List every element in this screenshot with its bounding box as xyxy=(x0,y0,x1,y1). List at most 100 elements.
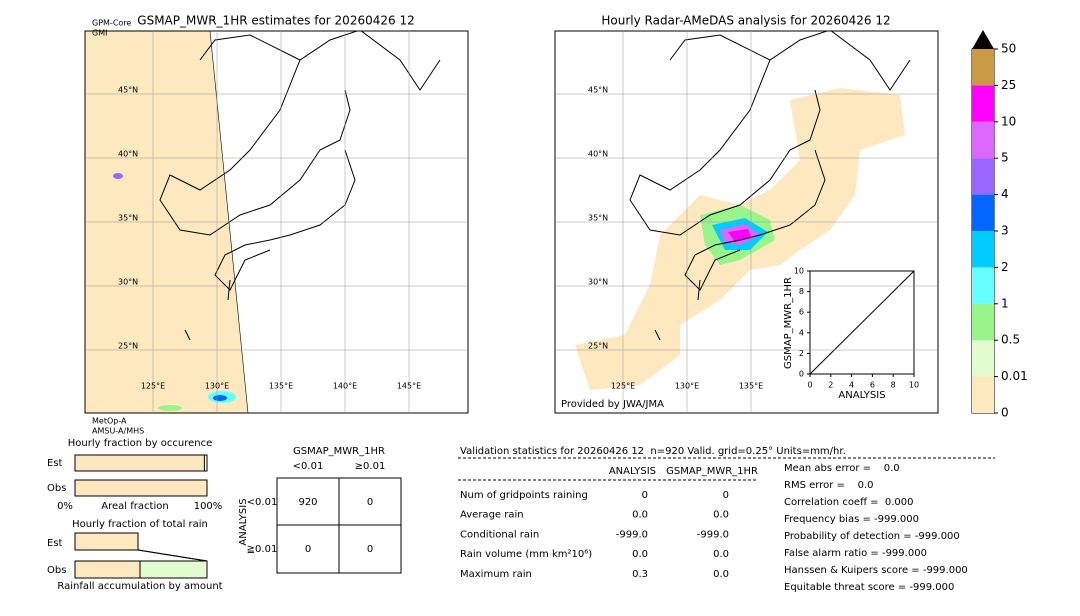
cell: 0.0 xyxy=(713,510,729,521)
colorbar-label: 3 xyxy=(1001,224,1009,238)
lon-label: 135°E xyxy=(269,382,293,391)
cell: 0 xyxy=(723,490,729,501)
y-tick-label: 8 xyxy=(799,287,804,296)
credit: Provided by JWA/JMA xyxy=(561,399,664,410)
lat-label: 35°N xyxy=(118,214,138,223)
colorbar-segment xyxy=(972,340,994,377)
x-tick-label: 6 xyxy=(870,381,875,390)
row-label: Conditional rain xyxy=(460,529,539,540)
colorbar-label: 10 xyxy=(1001,114,1016,128)
y-tick-label: 6 xyxy=(799,308,804,317)
colorbar-label: 2 xyxy=(1001,260,1009,274)
row-axis: ANALYSIS xyxy=(238,498,249,545)
y-tick-label: 2 xyxy=(799,349,804,358)
colorbar-segment xyxy=(972,121,994,159)
colorbar-label: 0.01 xyxy=(1001,369,1028,383)
colorbar-segment xyxy=(972,303,994,341)
y-axis-label: GSMAP_MWR_1HR xyxy=(783,277,794,369)
cell: 0 xyxy=(367,497,373,508)
col-header: <0.01 xyxy=(293,461,324,472)
colorbar-segment xyxy=(972,376,994,413)
cell: 0 xyxy=(367,544,373,555)
row-header: ≧0.01 xyxy=(247,544,278,555)
colorbar-label: 50 xyxy=(1001,42,1016,56)
lon-label: 130°E xyxy=(675,382,699,391)
est-total-bar xyxy=(74,532,139,551)
colorbar-segment xyxy=(972,49,994,86)
y-tick-label: 10 xyxy=(794,267,804,276)
satellite: AMSU-A/MHS xyxy=(92,427,144,436)
right-map xyxy=(575,31,911,390)
colorbar-label: 1 xyxy=(1001,296,1009,310)
table-title: GSMAP_MWR_1HR xyxy=(293,446,385,457)
panel-title: Hourly fraction by occurence xyxy=(68,438,212,449)
satellite: GPM-Core xyxy=(92,19,131,28)
axis-label: Rainfall accumulation by amount xyxy=(57,581,222,592)
col-header: ≥0.01 xyxy=(355,461,386,472)
lon-label: 125°E xyxy=(611,382,635,391)
colorbar-label: 0.5 xyxy=(1001,333,1020,347)
x-tick-label: 8 xyxy=(891,381,896,390)
y-tick-label: 4 xyxy=(799,328,804,337)
satellite: GMI xyxy=(92,29,107,38)
score: Mean abs error = 0.0 xyxy=(784,463,900,474)
score: False alarm ratio = -999.000 xyxy=(784,548,927,559)
x-tick-label: 4 xyxy=(849,381,854,390)
colorbar-segment xyxy=(972,231,994,268)
colorbar-label: 5 xyxy=(1001,151,1009,165)
satellite: MetOp-A xyxy=(92,417,127,426)
score: Hanssen & Kuipers score = -999.000 xyxy=(784,565,968,576)
x-tick-label: 0 xyxy=(807,381,812,390)
cell: 0.0 xyxy=(713,549,729,560)
colorbar-label: 4 xyxy=(1001,187,1009,201)
cell: 0.0 xyxy=(713,569,729,580)
left-map xyxy=(85,31,441,413)
bar xyxy=(74,479,208,497)
score: Equitable threat score = -999.000 xyxy=(784,582,954,593)
y-tick-label: 0 xyxy=(799,370,804,379)
bar xyxy=(74,454,205,472)
panel-title: Hourly fraction of total rain xyxy=(72,519,208,530)
obs-total-bar xyxy=(74,560,141,579)
lon-label: 145°E xyxy=(397,382,421,391)
score: Frequency bias = -999.000 xyxy=(784,514,919,525)
cell: 0.3 xyxy=(632,569,648,580)
row-label: Obs xyxy=(47,483,66,494)
lat-label: 30°N xyxy=(588,278,608,287)
lon-label: 140°E xyxy=(333,382,357,391)
cell: 0.0 xyxy=(632,549,648,560)
lat-label: 40°N xyxy=(588,150,608,159)
map-title: Hourly Radar-AMeDAS analysis for 2026042… xyxy=(601,14,890,28)
axis-label: 0% xyxy=(57,501,73,512)
x-tick-label: 10 xyxy=(909,381,919,390)
colorbar-segment xyxy=(972,194,994,231)
x-axis-label: ANALYSIS xyxy=(838,390,885,401)
lat-label: 30°N xyxy=(118,278,138,287)
colorbar-label: 0 xyxy=(1001,406,1009,420)
x-tick-label: 2 xyxy=(828,381,833,390)
lon-label: 130°E xyxy=(205,382,229,391)
lat-label: 25°N xyxy=(588,342,608,351)
colorbar-extend xyxy=(972,30,994,49)
colorbar-segment xyxy=(972,158,994,195)
row-label: Est xyxy=(47,458,63,469)
colorbar-segment xyxy=(972,267,994,304)
axis-label: 100% xyxy=(194,501,223,512)
colorbar-segment xyxy=(972,85,994,122)
lat-label: 25°N xyxy=(118,342,138,351)
map-title: GSMAP_MWR_1HR estimates for 20260426 12 xyxy=(137,14,414,28)
lat-label: 45°N xyxy=(118,86,138,95)
cell: 0 xyxy=(642,490,648,501)
score: RMS error = 0.0 xyxy=(784,480,874,491)
stats-title: Validation statistics for 20260426 12 n=… xyxy=(460,446,846,457)
colorbar-label: 25 xyxy=(1001,78,1016,92)
row-label: Average rain xyxy=(460,510,524,521)
axis-label: Areal fraction xyxy=(101,501,168,512)
row-label: Rain volume (mm km²10⁶) xyxy=(460,549,592,560)
cell: 920 xyxy=(298,497,317,508)
row-header: <0.01 xyxy=(247,497,278,508)
lon-label: 135°E xyxy=(739,382,763,391)
cell: -999.0 xyxy=(697,529,729,540)
lat-label: 45°N xyxy=(588,86,608,95)
